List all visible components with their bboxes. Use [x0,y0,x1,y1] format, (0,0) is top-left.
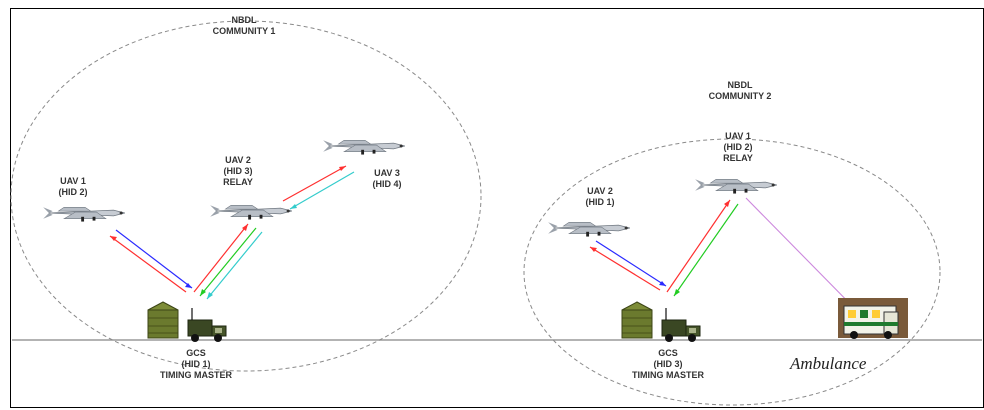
figure-frame [10,8,984,408]
gcs-1-hid: (HID 1) [181,359,211,369]
community-1-title-line1: NBDL [231,15,257,25]
gcs-2-label: GCS (HID 3) TIMING MASTER [632,348,704,381]
uav-1-hid: (HID 2) [58,187,88,197]
community-1-boundary [10,20,482,372]
gcs-truck-community-2 [661,307,701,343]
gcs-shelter-community-2 [621,301,653,339]
gcs-1-label: GCS (HID 1) TIMING MASTER [160,348,232,381]
community-2-boundary [523,138,941,406]
uav-2-name: UAV 2 [225,155,251,165]
community-2-title: NBDL COMMUNITY 2 [709,80,772,102]
community-2-title-line1: NBDL [727,80,753,90]
uav-1-c2-label: UAV 1 (HID 2) RELAY [723,131,753,164]
gcs-truck-community-1 [187,307,227,343]
uav-3-hid: (HID 4) [372,179,402,189]
uav-2-c2-name: UAV 2 [587,186,613,196]
uav-3-community-1 [322,139,406,156]
gcs-2-hid: (HID 3) [653,359,683,369]
uav-2-community-2 [547,221,631,238]
uav-2-community-1 [209,204,293,221]
uav-1-community-1 [42,206,126,223]
uav-2-c2-hid: (HID 1) [585,197,615,207]
uav-3-label: UAV 3 (HID 4) [373,168,402,190]
community-1-title-line2: COMMUNITY 1 [212,26,276,36]
gcs-1-role: TIMING MASTER [160,370,232,380]
uav-1-name: UAV 1 [60,176,86,186]
uav-1-c2-name: UAV 1 [725,131,751,141]
ambulance-label: Ambulance [790,354,867,373]
gcs-2-role: TIMING MASTER [632,370,704,380]
community-1-title: NBDL COMMUNITY 1 [213,15,276,37]
community-2-links [589,197,869,323]
uav-1-c2-hid: (HID 2) [723,142,753,152]
gcs-2-name: GCS [658,348,678,358]
community-1-links [109,165,355,300]
uav-1-label: UAV 1 (HID 2) [59,176,88,198]
ambulance-image [838,298,908,339]
uav-1-community-2 [694,178,778,195]
uav-2-label: UAV 2 (HID 3) RELAY [223,155,253,188]
uav-3-name: UAV 3 [374,168,400,178]
uav-2-role: RELAY [223,177,253,187]
uav-2-hid: (HID 3) [223,166,253,176]
gcs-shelter-community-1 [147,301,179,339]
gcs-1-name: GCS [186,348,206,358]
uav-1-c2-role: RELAY [723,153,753,163]
uav-2-c2-label: UAV 2 (HID 1) [586,186,615,208]
community-2-title-line2: COMMUNITY 2 [708,91,772,101]
